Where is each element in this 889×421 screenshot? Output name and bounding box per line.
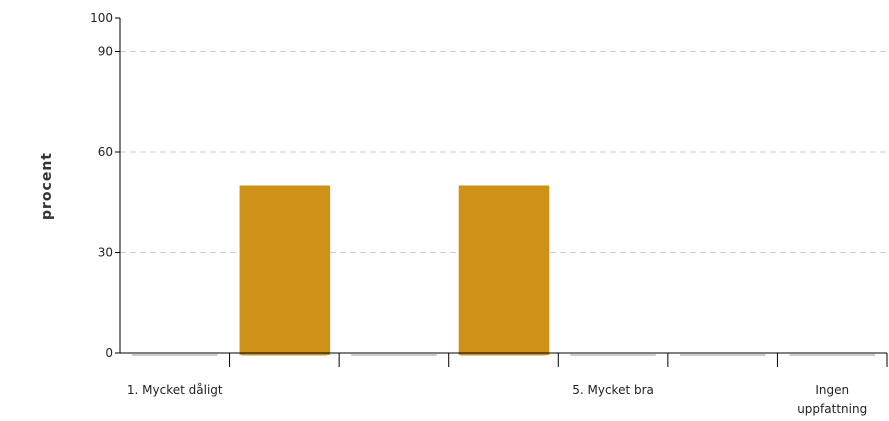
y-tick-label: 30	[98, 246, 113, 260]
y-ticks: 0 30 60 90 100	[90, 11, 120, 360]
x-category-label: Ingen	[815, 383, 849, 397]
x-ticks: 1. Mycket dåligt 5. Mycket bra Ingen uppfat…	[127, 353, 888, 416]
x-category-label: uppfattning	[797, 402, 867, 416]
y-tick-label: 60	[98, 145, 113, 159]
y-tick-label: 0	[105, 346, 113, 360]
axes	[119, 18, 887, 354]
bar	[458, 185, 550, 355]
y-tick-label: 90	[98, 45, 113, 59]
y-tick-label: 100	[90, 11, 113, 25]
x-category-label: 1. Mycket dåligt	[127, 383, 223, 397]
x-category-label: 5. Mycket bra	[572, 383, 654, 397]
y-axis-label: procent	[39, 152, 55, 220]
bar	[239, 185, 331, 355]
bars	[132, 185, 875, 356]
